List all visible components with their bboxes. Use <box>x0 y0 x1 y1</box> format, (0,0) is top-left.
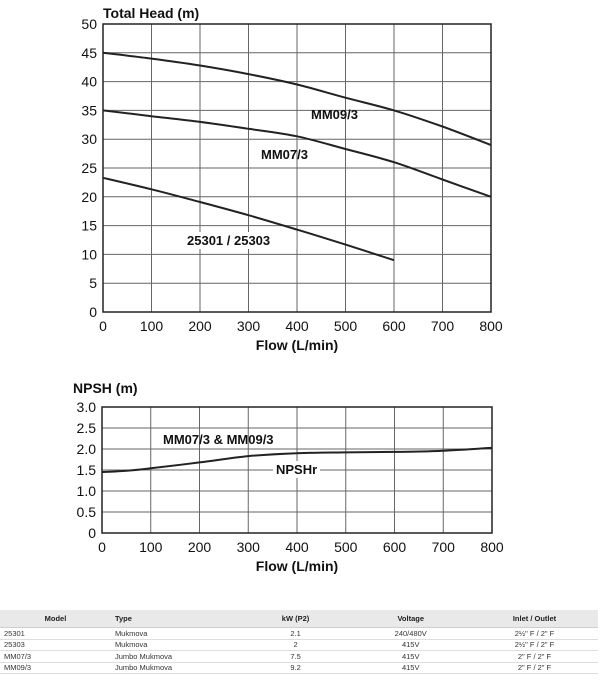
x-tick-label: 800 <box>479 318 503 334</box>
y-tick-label: 30 <box>81 131 97 147</box>
cell-voltage: 415V <box>350 662 471 674</box>
x-tick-label: 600 <box>382 318 406 334</box>
annotation-mm07-mm09: MM07/3 & MM09/3 <box>163 432 274 447</box>
y-tick-label: 35 <box>81 102 97 118</box>
cell-inlet-outlet: 2½" F / 2" F <box>471 627 598 640</box>
x-tick-label: 100 <box>139 539 163 555</box>
y-tick-label: 2.5 <box>77 420 97 436</box>
x-tick-label: 200 <box>188 318 212 334</box>
y-tick-label: 40 <box>81 74 97 90</box>
x-axis-label: Flow (L/min) <box>256 558 338 574</box>
y-tick-label: 1.5 <box>77 462 97 478</box>
x-tick-label: 100 <box>140 318 164 334</box>
series-line-0 <box>101 446 493 474</box>
x-tick-label: 500 <box>334 539 358 555</box>
cell-voltage: 415V <box>350 650 471 663</box>
y-tick-label: 50 <box>81 16 97 32</box>
label-background <box>184 232 297 249</box>
table-row: MM07/3 Jumbo Mukmova 7.5 415V 2" F / 2" … <box>0 650 598 663</box>
pump-spec-table: Model Type kW (P2) Voltage Inlet / Outle… <box>0 610 598 674</box>
header-inlet-outlet: Inlet / Outlet <box>471 610 598 628</box>
y-tick-label: 15 <box>81 218 97 234</box>
series-label-25301-25303: 25301 / 25303 <box>187 233 270 248</box>
x-tick-label: 300 <box>237 539 261 555</box>
cell-kw: 7.5 <box>240 650 351 663</box>
series-line-0 <box>102 51 492 146</box>
cell-voltage: 240/480V <box>350 627 471 640</box>
table-row: 25303 Mukmova 2 415V 2½" F / 2" F <box>0 639 598 651</box>
y-tick-label: 25 <box>81 160 97 176</box>
cell-type: Jumbo Mukmova <box>110 662 241 674</box>
header-type: Type <box>110 610 241 628</box>
cell-voltage: 415V <box>350 639 471 651</box>
x-tick-label: 700 <box>431 318 455 334</box>
cell-type: Mukmova <box>110 639 241 651</box>
x-tick-label: 700 <box>432 539 456 555</box>
series-line-2 <box>102 176 395 262</box>
x-tick-label: 200 <box>188 539 212 555</box>
cell-kw: 9.2 <box>240 662 351 674</box>
x-tick-label: 800 <box>480 539 504 555</box>
x-tick-label: 400 <box>285 539 309 555</box>
npsh-chart: NPSH (m) 0 0.5 1.0 1.5 2.0 2.5 3.0 0 100 200 300 400… <box>73 380 504 574</box>
cell-type: Jumbo Mukmova <box>110 650 241 663</box>
y-tick-label: 0 <box>89 304 97 320</box>
table-row: 25301 Mukmova 2.1 240/480V 2½" F / 2" F <box>0 627 598 640</box>
cell-inlet-outlet: 2½" F / 2" F <box>471 639 598 651</box>
y-tick-label: 1.0 <box>77 483 97 499</box>
plot-frame <box>102 23 492 313</box>
y-tick-label: 10 <box>81 246 97 262</box>
annotation-npshr: NPSHr <box>276 462 317 477</box>
series-label-mm07-3: MM07/3 <box>261 147 308 162</box>
x-tick-label: 300 <box>237 318 261 334</box>
series-line-1 <box>102 109 492 198</box>
x-axis-label: Flow (L/min) <box>256 337 338 353</box>
cell-model: 25301 <box>0 627 111 640</box>
x-tick-label: 600 <box>383 539 407 555</box>
series-label-mm09-3: MM09/3 <box>311 107 358 122</box>
y-tick-label: 0 <box>88 525 96 541</box>
cell-type: Mukmova <box>110 627 241 640</box>
y-tick-label: 45 <box>81 45 97 61</box>
table-row: MM09/3 Jumbo Mukmova 9.2 415V 2" F / 2" … <box>0 662 598 674</box>
cell-inlet-outlet: 2" F / 2" F <box>471 662 598 674</box>
x-tick-label: 500 <box>334 318 358 334</box>
plot-frame <box>101 406 493 534</box>
header-kw: kW (P2) <box>240 610 351 628</box>
chart-title: Total Head (m) <box>103 5 199 21</box>
header-voltage: Voltage <box>350 610 471 628</box>
cell-inlet-outlet: 2" F / 2" F <box>471 650 598 663</box>
cell-kw: 2.1 <box>240 627 351 640</box>
y-tick-label: 5 <box>89 275 97 291</box>
x-tick-label: 400 <box>285 318 309 334</box>
x-tick-label: 0 <box>98 539 106 555</box>
y-tick-label: 20 <box>81 189 97 205</box>
cell-kw: 2 <box>240 639 351 651</box>
chart-title: NPSH (m) <box>73 380 138 396</box>
cell-model: MM07/3 <box>0 650 111 663</box>
y-tick-label: 0.5 <box>77 504 97 520</box>
y-tick-label: 3.0 <box>77 399 97 415</box>
y-tick-label: 2.0 <box>77 441 97 457</box>
header-model: Model <box>0 610 111 628</box>
cell-model: MM09/3 <box>0 662 111 674</box>
x-tick-label: 0 <box>99 318 107 334</box>
table-header-row: Model Type kW (P2) Voltage Inlet / Outle… <box>0 610 598 628</box>
label-background <box>273 461 320 478</box>
cell-model: 25303 <box>0 639 111 651</box>
